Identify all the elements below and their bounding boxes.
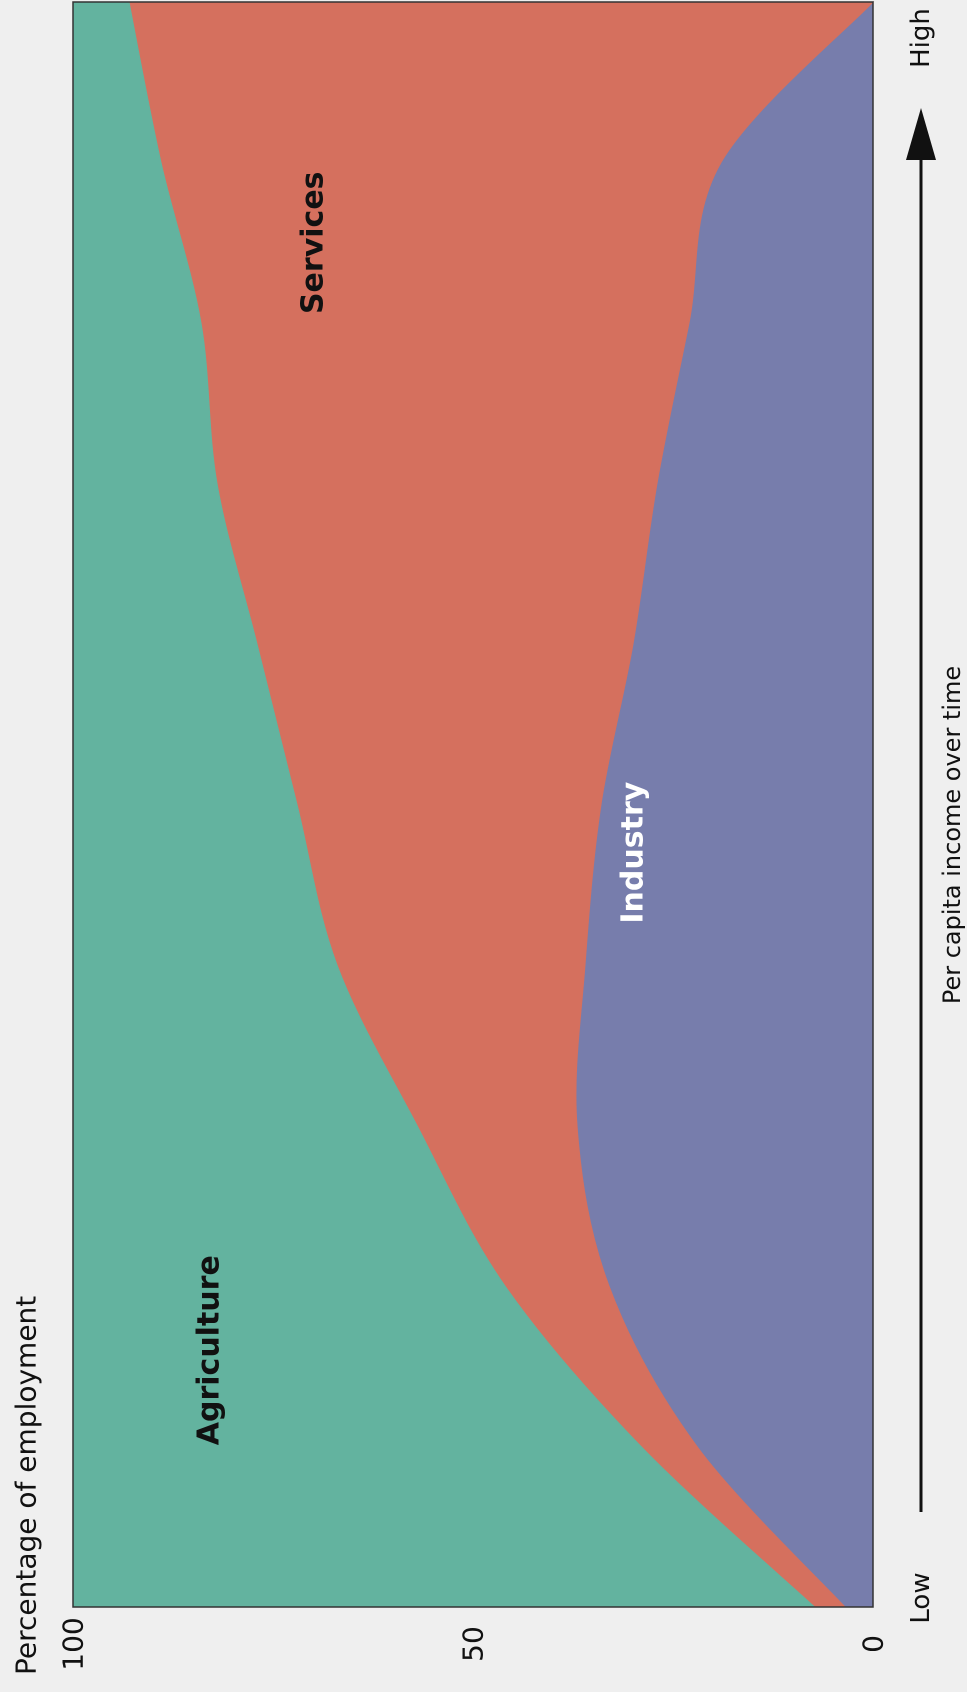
y-axis-ticks: 0 50 100 (57, 1617, 890, 1670)
y-tick-label: 50 (457, 1626, 490, 1662)
x-axis-title: Per capita income over time (938, 666, 966, 1004)
region-labels: Industry Services Agriculture (192, 171, 651, 1445)
y-axis-title: Percentage of employment (10, 1296, 43, 1675)
y-tick-label: 0 (857, 1635, 890, 1653)
x-axis-high-label: High (906, 8, 936, 68)
plot-frame (72, 1, 874, 1608)
label-services: Services (296, 171, 331, 314)
arrow-up-icon (906, 108, 936, 160)
x-axis-low-label: Low (906, 1572, 936, 1623)
label-agriculture: Agriculture (192, 1255, 227, 1445)
x-axis-arrow (906, 108, 936, 1512)
label-industry: Industry (616, 781, 651, 923)
y-tick-label: 100 (57, 1617, 90, 1670)
